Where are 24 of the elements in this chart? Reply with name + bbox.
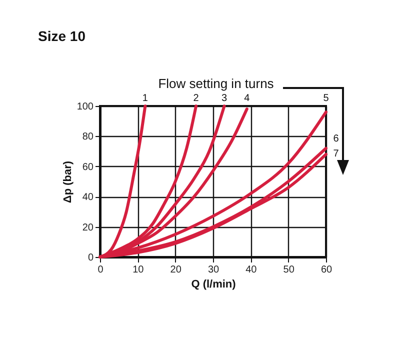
y-tick-label: 60: [82, 162, 94, 173]
series-label: 7: [333, 148, 340, 160]
y-tick-label: 100: [76, 102, 94, 112]
x-tick-label: 10: [132, 264, 144, 276]
chart-title: Size 10: [38, 28, 86, 44]
series-label: 2: [193, 93, 200, 104]
text: Flow setting in turns: [158, 76, 274, 91]
x-tick-label: 50: [283, 264, 295, 276]
y-tick-label: 0: [88, 252, 94, 264]
y-tick-label: 40: [82, 192, 94, 204]
x-tick-label: 40: [246, 264, 258, 276]
y-tick-label: 80: [82, 132, 94, 143]
y-tick-label: 20: [82, 222, 94, 234]
x-tick-label: 30: [208, 264, 220, 276]
x-tick-label: 20: [170, 264, 182, 276]
y-axis-title: Δp (bar): [62, 160, 74, 204]
x-tick-label: 0: [98, 264, 104, 276]
series-label: 5: [323, 93, 330, 104]
series-label: 1: [142, 93, 148, 104]
series-label: 6: [333, 133, 340, 144]
series-label: 3: [222, 93, 228, 104]
x-axis-title: Q (l/min): [191, 278, 236, 290]
series-label: 4: [244, 93, 250, 104]
x-tick-label: 60: [320, 264, 332, 276]
